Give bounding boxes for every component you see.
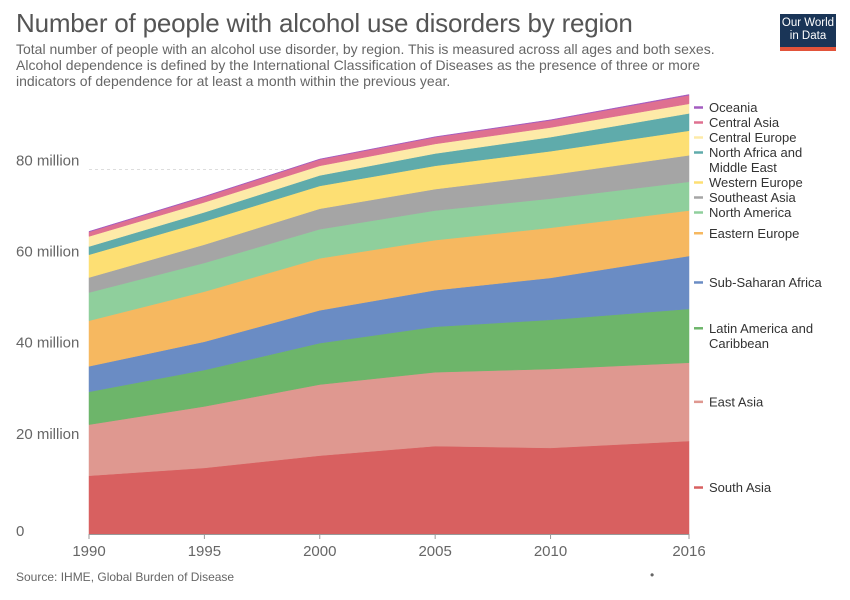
legend-label-central-asia[interactable]: Central Asia [709,115,780,130]
legend-label-north-america[interactable]: North America [709,205,792,220]
x-tick-label: 2005 [418,543,451,560]
legend-label-east-asia[interactable]: East Asia [709,394,764,409]
owid-logo[interactable]: Our World in Data [780,14,836,51]
y-tick-label: 20 million [16,426,79,443]
legend-label-oceania[interactable]: Oceania [709,100,758,115]
legend-label-south-asia[interactable]: South Asia [709,480,772,495]
source-note[interactable]: Source: IHME, Global Burden of Disease [16,570,235,584]
y-tick-label: 0 [16,523,24,540]
legend-label-sub-saharan-africa[interactable]: Sub-Saharan Africa [709,275,823,290]
x-tick-label: 2000 [303,543,336,560]
legend-label-north-africa-and-middle-east[interactable]: Middle East [709,160,777,175]
logo-accent-bar [780,47,836,51]
legend-label-north-africa-and-middle-east[interactable]: North Africa and [709,145,802,160]
x-tick-label: 1990 [72,543,105,560]
legend-label-central-europe[interactable]: Central Europe [709,130,796,145]
y-tick-label: 80 million [16,152,79,169]
x-tick-label: 1995 [188,543,221,560]
x-tick-label: 2016 [672,543,705,560]
chart-title: Number of people with alcohol use disord… [16,8,633,38]
legend-label-eastern-europe[interactable]: Eastern Europe [709,226,799,241]
logo-line-1: Our World [781,17,835,29]
chart-subtitle: Total number of people with an alcohol u… [16,41,715,89]
footer-dot: • [650,568,655,582]
x-tick-label: 2010 [534,543,567,560]
y-tick-label: 40 million [16,335,79,352]
area-oceania[interactable] [88,94,690,233]
legend-label-western-europe[interactable]: Western Europe [709,175,803,190]
legend-label-southeast-asia[interactable]: Southeast Asia [709,190,796,205]
logo-line-2: in Data [789,29,827,42]
y-tick-label: 60 million [16,244,79,261]
legend-label-latin-america-and-caribbean[interactable]: Latin America and [709,321,813,336]
legend-label-latin-america-and-caribbean[interactable]: Caribbean [709,336,769,351]
